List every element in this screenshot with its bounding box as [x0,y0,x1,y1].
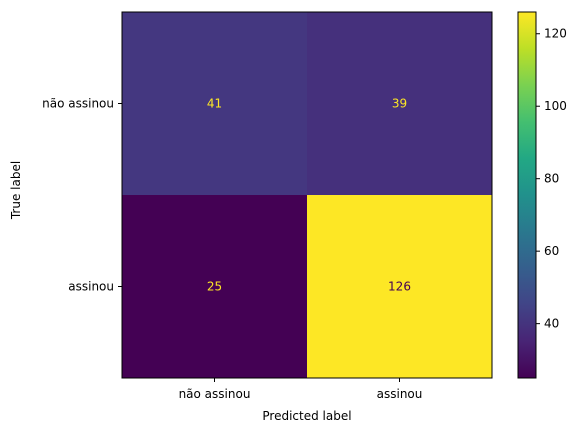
heatmap-cell [307,195,493,379]
colorbar-tick-label: 80 [544,172,559,186]
cell-value-label: 25 [207,280,222,294]
cell-value-label: 41 [207,97,222,111]
x-tick-label: não assinou [179,387,251,401]
x-axis-label: Predicted label [262,409,351,423]
y-tick-label: assinou [68,280,114,294]
plot-frame [121,11,493,379]
colorbar-tick-label: 40 [544,317,559,331]
colorbar-ticks: 40 60 80 100 120 [536,27,567,331]
heatmap-cell [122,12,308,196]
heatmap-cells: 41 39 25 126 [122,12,493,379]
colorbar-tick-label: 60 [544,244,559,258]
cell-value-label: 126 [388,280,411,294]
x-tick-label: assinou [377,387,423,401]
colorbar-tick-label: 120 [544,27,567,41]
y-axis-label: True label [9,161,23,220]
cell-value-label: 39 [392,97,407,111]
colorbar: 40 60 80 100 120 [517,11,567,379]
heatmap-cell [122,195,308,379]
colorbar-gradient [517,11,537,379]
colorbar-tick-label: 100 [544,99,567,113]
y-axis: não assinou assinou [42,97,122,294]
y-tick-label: não assinou [42,97,114,111]
heatmap-cell [307,12,493,196]
x-axis: não assinou assinou [179,378,423,401]
